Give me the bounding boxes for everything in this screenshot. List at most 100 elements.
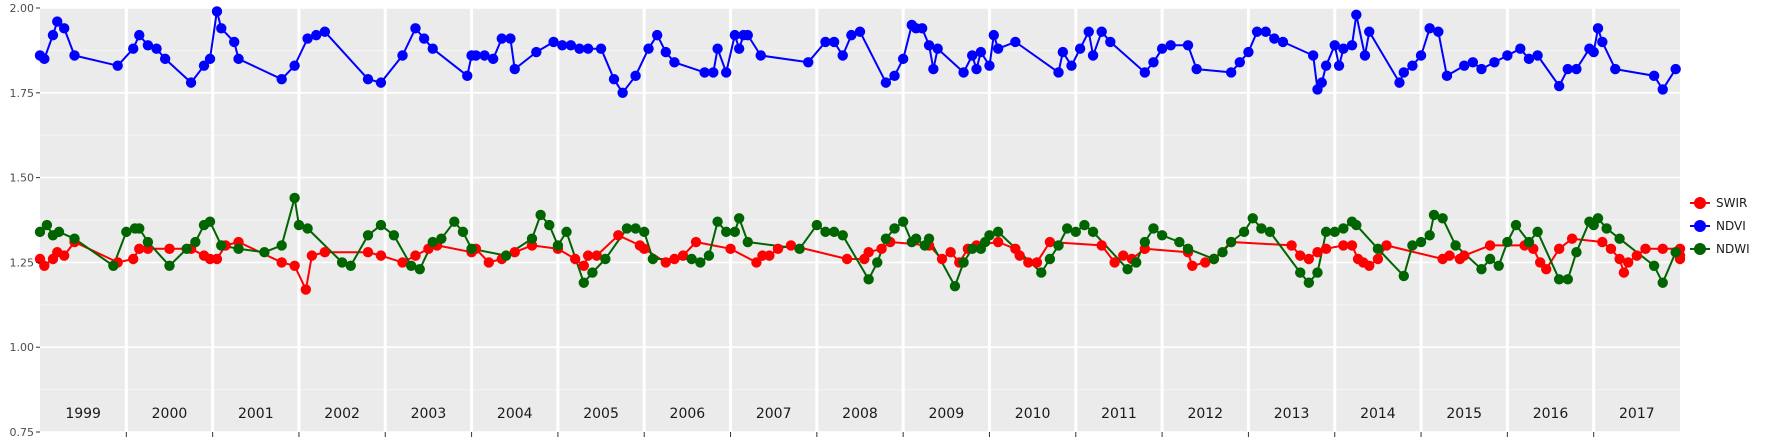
- data-point-ndwi: [1502, 236, 1513, 248]
- data-point-ndvi: [1333, 60, 1345, 71]
- data-point-swir: [690, 236, 702, 248]
- data-point-ndwi: [204, 216, 216, 227]
- data-point-ndwi: [181, 243, 192, 255]
- data-point-swir: [578, 260, 589, 271]
- data-point-ndvi: [1592, 23, 1604, 34]
- data-point-ndwi: [1174, 236, 1185, 248]
- year-label: 2012: [1187, 406, 1223, 422]
- year-label: 2010: [1015, 406, 1051, 422]
- data-point-ndvi: [729, 29, 741, 41]
- legend: SWIR NDVI NDWI: [1690, 196, 1750, 256]
- data-point-ndwi: [108, 260, 119, 271]
- data-point-swir: [1381, 240, 1392, 251]
- data-point-ndvi: [1424, 23, 1435, 34]
- data-point-swir: [1023, 257, 1034, 268]
- data-point-ndwi: [190, 236, 201, 248]
- data-point-ndvi: [375, 77, 387, 88]
- data-point-ndvi: [630, 70, 641, 82]
- data-point-ndvi: [608, 74, 620, 85]
- data-point-ndwi: [216, 240, 227, 251]
- data-point-ndvi: [142, 40, 154, 51]
- data-point-ndvi: [1407, 60, 1418, 71]
- data-point-swir: [1014, 250, 1025, 261]
- data-point-swir: [1623, 257, 1634, 268]
- data-point-ndwi: [1256, 223, 1267, 234]
- data-point-ndvi: [1588, 46, 1599, 58]
- data-point-ndwi: [405, 260, 417, 271]
- data-point-swir: [1484, 240, 1496, 251]
- data-point-swir: [863, 247, 874, 258]
- data-point-ndwi: [1450, 240, 1461, 251]
- data-point-ndwi: [1217, 247, 1228, 258]
- data-point-swir: [582, 250, 594, 261]
- gridlines: [40, 7, 1680, 433]
- data-point-ndwi: [794, 243, 805, 255]
- year-label: 2003: [411, 406, 447, 422]
- legend-key-swir: [1694, 197, 1706, 209]
- data-point-ndvi: [617, 87, 628, 99]
- data-point-ndwi: [1036, 267, 1047, 278]
- data-point-ndwi: [1592, 213, 1604, 224]
- data-point-ndvi: [971, 63, 982, 75]
- data-point-ndwi: [345, 260, 356, 271]
- year-label: 2015: [1446, 406, 1482, 422]
- data-point-ndvi: [928, 63, 939, 75]
- year-label: 2017: [1619, 406, 1655, 422]
- data-point-ndwi: [1657, 277, 1668, 288]
- data-point-ndwi: [69, 233, 80, 244]
- data-point-swir: [509, 247, 520, 258]
- data-point-ndwi: [535, 209, 546, 221]
- data-point-swir: [375, 250, 387, 261]
- data-point-ndvi: [427, 43, 438, 54]
- data-point-ndvi: [984, 60, 995, 71]
- year-label: 2004: [497, 406, 533, 422]
- data-point-swir: [1631, 250, 1643, 261]
- data-point-swir: [1187, 260, 1198, 271]
- data-point-ndvi: [362, 74, 374, 85]
- data-point-ndwi: [923, 233, 935, 244]
- data-point-ndwi: [880, 233, 892, 244]
- data-point-ndvi: [134, 29, 145, 41]
- data-point-ndwi: [1523, 236, 1535, 248]
- data-point-ndvi: [721, 67, 732, 78]
- data-point-ndwi: [41, 219, 53, 231]
- data-point-ndvi: [462, 70, 473, 82]
- data-point-ndvi: [47, 29, 59, 41]
- year-label: 2014: [1360, 406, 1396, 422]
- data-point-ndvi: [651, 29, 663, 41]
- data-point-ndwi: [820, 226, 831, 238]
- y-tick-label: 1.50: [10, 172, 35, 185]
- data-point-swir: [751, 257, 762, 268]
- data-point-swir: [319, 247, 331, 258]
- legend-label-swir: SWIR: [1716, 196, 1747, 210]
- data-point-swir: [1346, 240, 1358, 251]
- data-point-ndwi: [414, 263, 425, 275]
- data-point-ndvi: [1657, 84, 1668, 95]
- data-point-ndwi: [436, 233, 447, 244]
- data-point-ndwi: [863, 274, 874, 285]
- data-point-swir: [613, 230, 624, 241]
- data-point-swir: [1553, 243, 1565, 255]
- data-point-ndwi: [630, 223, 641, 234]
- data-point-ndwi: [466, 243, 477, 255]
- data-point-ndvi: [699, 67, 710, 78]
- data-point-swir: [128, 253, 139, 265]
- data-point-ndvi: [975, 46, 987, 58]
- data-point-ndvi: [846, 29, 857, 41]
- data-point-swir: [660, 257, 671, 268]
- data-point-swir: [1338, 240, 1349, 251]
- data-point-ndvi: [1165, 40, 1176, 51]
- data-point-ndwi: [712, 216, 723, 227]
- data-point-swir: [1444, 250, 1455, 261]
- data-point-ndvi: [1269, 33, 1280, 44]
- y-tick-label: 1.00: [10, 341, 35, 354]
- data-point-ndvi: [216, 23, 227, 34]
- data-point-ndvi: [1532, 50, 1543, 61]
- data-point-ndwi: [837, 230, 848, 241]
- year-label: 2002: [324, 406, 360, 422]
- data-point-ndvi: [1156, 43, 1168, 54]
- data-point-ndvi: [159, 53, 171, 65]
- data-point-ndvi: [1277, 36, 1289, 48]
- data-point-ndwi: [1070, 226, 1081, 238]
- data-point-ndwi: [587, 267, 598, 278]
